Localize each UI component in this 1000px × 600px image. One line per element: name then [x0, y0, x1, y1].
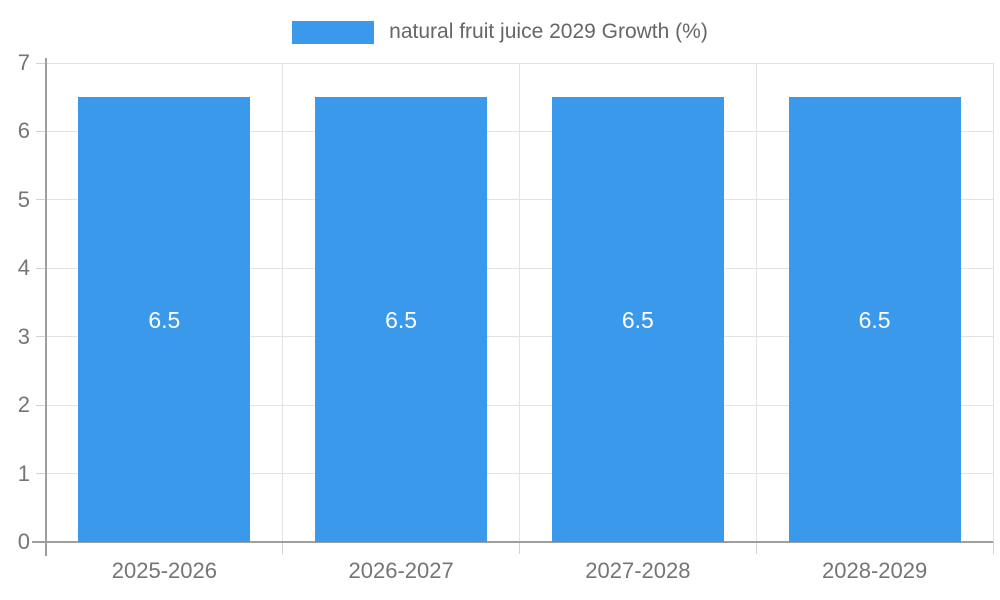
y-tick — [36, 130, 46, 132]
v-gridline — [755, 63, 757, 542]
y-tick — [36, 62, 46, 64]
y-tick-label: 6 — [17, 118, 30, 144]
bar[interactable] — [551, 97, 724, 542]
v-gridline — [519, 63, 520, 542]
x-category-label: 2025-2026 — [111, 558, 217, 583]
y-tick — [36, 336, 46, 338]
bar[interactable] — [78, 97, 251, 542]
chart-legend[interactable]: natural fruit juice 2029 Growth (%) — [0, 20, 1000, 44]
y-tick — [36, 267, 46, 269]
x-category-label: 2027-2028 — [585, 558, 691, 583]
x-tick — [755, 542, 757, 554]
y-tick-label: 0 — [17, 529, 30, 554]
y-tick — [36, 199, 46, 201]
bar[interactable] — [315, 97, 488, 542]
legend-swatch — [292, 20, 375, 44]
y-tick — [36, 473, 46, 475]
y-axis-line — [45, 58, 47, 556]
bar-value-label: 6.5 — [621, 306, 654, 333]
v-gridline — [992, 63, 994, 542]
x-axis-line — [32, 541, 993, 543]
x-tick — [519, 542, 520, 554]
bar-value-label: 6.5 — [858, 306, 891, 333]
y-tick-label: 5 — [17, 186, 30, 212]
bar-value-label: 6.5 — [385, 306, 418, 333]
x-tick — [282, 542, 284, 554]
bar-value-label: 6.5 — [148, 306, 181, 333]
y-tick-label: 3 — [17, 323, 30, 349]
y-tick-label: 1 — [17, 460, 30, 486]
x-category-label: 2028-2029 — [822, 558, 928, 583]
y-tick-label: 7 — [17, 50, 30, 75]
y-tick-label: 4 — [17, 255, 30, 281]
y-tick-label: 2 — [17, 392, 30, 418]
bar[interactable] — [788, 97, 961, 542]
y-tick — [36, 404, 46, 406]
x-tick — [992, 542, 994, 554]
v-gridline — [282, 63, 284, 542]
legend-label: natural fruit juice 2029 Growth (%) — [389, 20, 708, 43]
x-category-label: 2026-2027 — [348, 558, 454, 583]
